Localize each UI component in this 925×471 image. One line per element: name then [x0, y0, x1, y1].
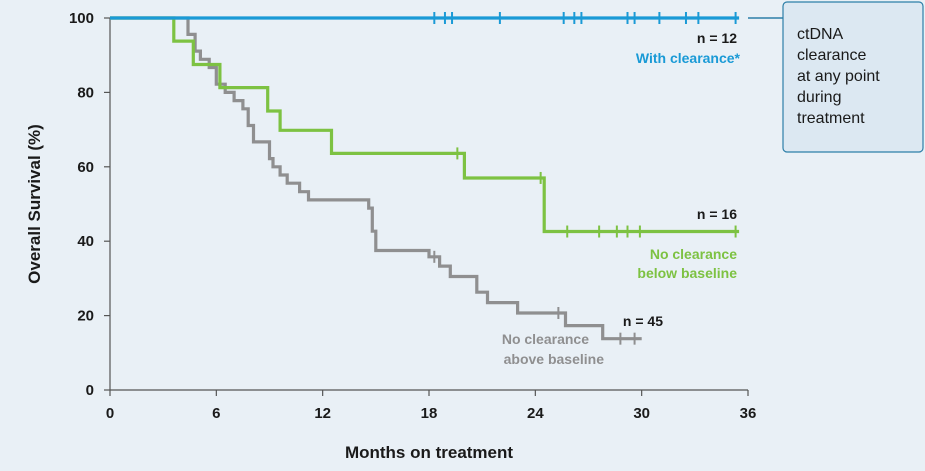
- ticks: 0 6 12 18 24 30 36 0 20 40 60 80 100: [69, 10, 756, 422]
- series-label-above-baseline-line1: No clearance: [502, 331, 589, 347]
- x-axis-title: Months on treatment: [345, 443, 513, 462]
- x-tick-label: 18: [421, 405, 438, 422]
- survival-curve-2: [110, 16, 642, 341]
- n-label-above-baseline: n = 45: [623, 313, 663, 329]
- callout-line: ctDNA: [797, 26, 844, 43]
- survival-curves: [110, 12, 740, 345]
- axes: [109, 18, 748, 391]
- ctdna-clearance-callout: ctDNA clearance at any point during treatmen…: [748, 1, 924, 153]
- y-tick-label: 80: [77, 84, 94, 101]
- series-label-below-baseline-line1: No clearance: [650, 246, 737, 262]
- y-tick-label: 40: [77, 233, 94, 250]
- y-tick-label: 60: [77, 159, 94, 176]
- y-axis-title: Overall Survival (%): [25, 124, 44, 284]
- callout-line: during: [797, 89, 841, 106]
- y-tick-label: 100: [69, 10, 94, 27]
- series-labels: n = 12 With clearance* n = 16 No clearance b…: [502, 30, 741, 367]
- series-label-below-baseline-line2: below baseline: [637, 265, 737, 281]
- x-tick-label: 0: [106, 405, 114, 422]
- callout-line: at any point: [797, 68, 880, 85]
- series-label-above-baseline-line2: above baseline: [504, 351, 605, 367]
- x-tick-label: 36: [740, 405, 757, 422]
- y-tick-label: 20: [77, 308, 94, 325]
- x-tick-label: 24: [527, 405, 544, 422]
- callout-line: clearance: [797, 47, 866, 64]
- x-tick-label: 30: [633, 405, 650, 422]
- n-label-with-clearance: n = 12: [697, 30, 737, 46]
- x-tick-label: 6: [212, 405, 220, 422]
- callout-box: [782, 1, 924, 153]
- y-tick-label: 0: [86, 382, 94, 399]
- n-label-below-baseline: n = 16: [697, 206, 737, 222]
- survival-curve-1: [110, 16, 740, 234]
- series-label-with-clearance: With clearance*: [636, 50, 741, 66]
- x-tick-label: 12: [314, 405, 331, 422]
- callout-line: treatment: [797, 110, 865, 127]
